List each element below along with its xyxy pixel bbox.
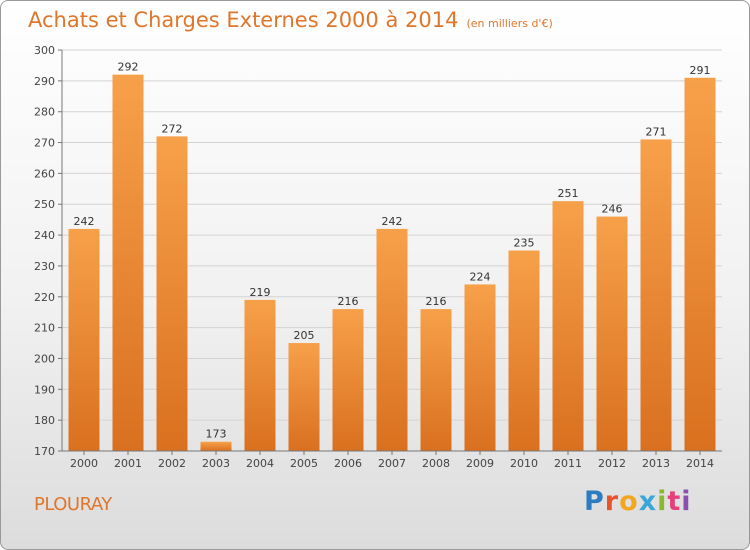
y-tick-label: 190 xyxy=(34,383,55,396)
logo-letter: t xyxy=(667,486,682,517)
bar xyxy=(684,77,716,451)
data-label: 242 xyxy=(382,215,403,228)
x-tick-label: 2013 xyxy=(642,457,670,470)
bar xyxy=(596,216,628,451)
y-tick-label: 270 xyxy=(34,137,55,150)
data-label: 216 xyxy=(426,295,447,308)
logo-letter: i xyxy=(681,486,692,517)
x-tick-label: 2002 xyxy=(158,457,186,470)
data-label: 205 xyxy=(294,329,315,342)
bar xyxy=(420,309,452,451)
proxiti-logo: Proxiti xyxy=(584,486,692,517)
bar xyxy=(200,441,232,451)
data-label: 271 xyxy=(646,125,667,138)
chart-title-text: Achats et Charges Externes 2000 à 2014 xyxy=(28,8,459,32)
bar xyxy=(376,228,408,451)
data-label: 272 xyxy=(162,122,183,135)
axes: 170 180 190 200 210 220 230 240 250 260 270 280 290 3… xyxy=(34,44,722,470)
x-tick-label: 2006 xyxy=(334,457,362,470)
y-tick-label: 260 xyxy=(34,167,55,180)
y-tick-label: 220 xyxy=(34,291,55,304)
data-label: 235 xyxy=(514,237,535,250)
bars xyxy=(68,74,716,451)
x-tick-label: 2011 xyxy=(554,457,582,470)
data-label: 224 xyxy=(470,270,491,283)
x-tick-label: 2012 xyxy=(598,457,626,470)
data-label: 291 xyxy=(690,64,711,77)
y-tick-label: 170 xyxy=(34,445,55,458)
value-labels: 242 292 272 173 219 205 216 242 216 224 235 251 246 2… xyxy=(74,61,711,441)
logo-letter: x xyxy=(638,486,658,517)
x-tick-label: 2000 xyxy=(70,457,98,470)
chart-subtitle: (en milliers d'€) xyxy=(466,17,553,30)
logo-letter: o xyxy=(619,486,639,517)
bar xyxy=(244,299,276,451)
y-tick-label: 280 xyxy=(34,106,55,119)
data-label: 292 xyxy=(118,61,139,74)
y-tick-label: 300 xyxy=(34,44,55,57)
x-tick-label: 2014 xyxy=(686,457,714,470)
data-label: 219 xyxy=(250,286,271,299)
chart-title: Achats et Charges Externes 2000 à 2014 (e… xyxy=(28,8,553,32)
y-tick-label: 240 xyxy=(34,229,55,242)
bar xyxy=(288,343,320,451)
y-tick-label: 210 xyxy=(34,322,55,335)
y-tick-label: 290 xyxy=(34,75,55,88)
bar xyxy=(68,228,100,451)
bar xyxy=(464,284,496,451)
y-tick-label: 250 xyxy=(34,198,55,211)
bar xyxy=(508,250,540,451)
town-name: PLOURAY xyxy=(34,494,112,515)
bar xyxy=(156,136,188,451)
data-label: 216 xyxy=(338,295,359,308)
data-label: 173 xyxy=(206,428,227,441)
y-tick-label: 180 xyxy=(34,414,55,427)
y-tick-label: 200 xyxy=(34,352,55,365)
x-tick-label: 2010 xyxy=(510,457,538,470)
x-tick-label: 2003 xyxy=(202,457,230,470)
data-label: 242 xyxy=(74,215,95,228)
bar xyxy=(640,139,672,451)
x-tick-label: 2007 xyxy=(378,457,406,470)
x-tick-label: 2001 xyxy=(114,457,142,470)
logo-letter: r xyxy=(604,486,620,517)
x-tick-label: 2005 xyxy=(290,457,318,470)
logo-letter: i xyxy=(657,486,668,517)
bar xyxy=(552,201,584,451)
x-tick-label: 2004 xyxy=(246,457,274,470)
x-tick-label: 2008 xyxy=(422,457,450,470)
x-tick-label: 2009 xyxy=(466,457,494,470)
data-label: 251 xyxy=(558,187,579,200)
bar xyxy=(112,74,144,451)
bar xyxy=(332,309,364,451)
data-label: 246 xyxy=(602,203,623,216)
y-tick-label: 230 xyxy=(34,260,55,273)
logo-letter: P xyxy=(584,486,605,517)
